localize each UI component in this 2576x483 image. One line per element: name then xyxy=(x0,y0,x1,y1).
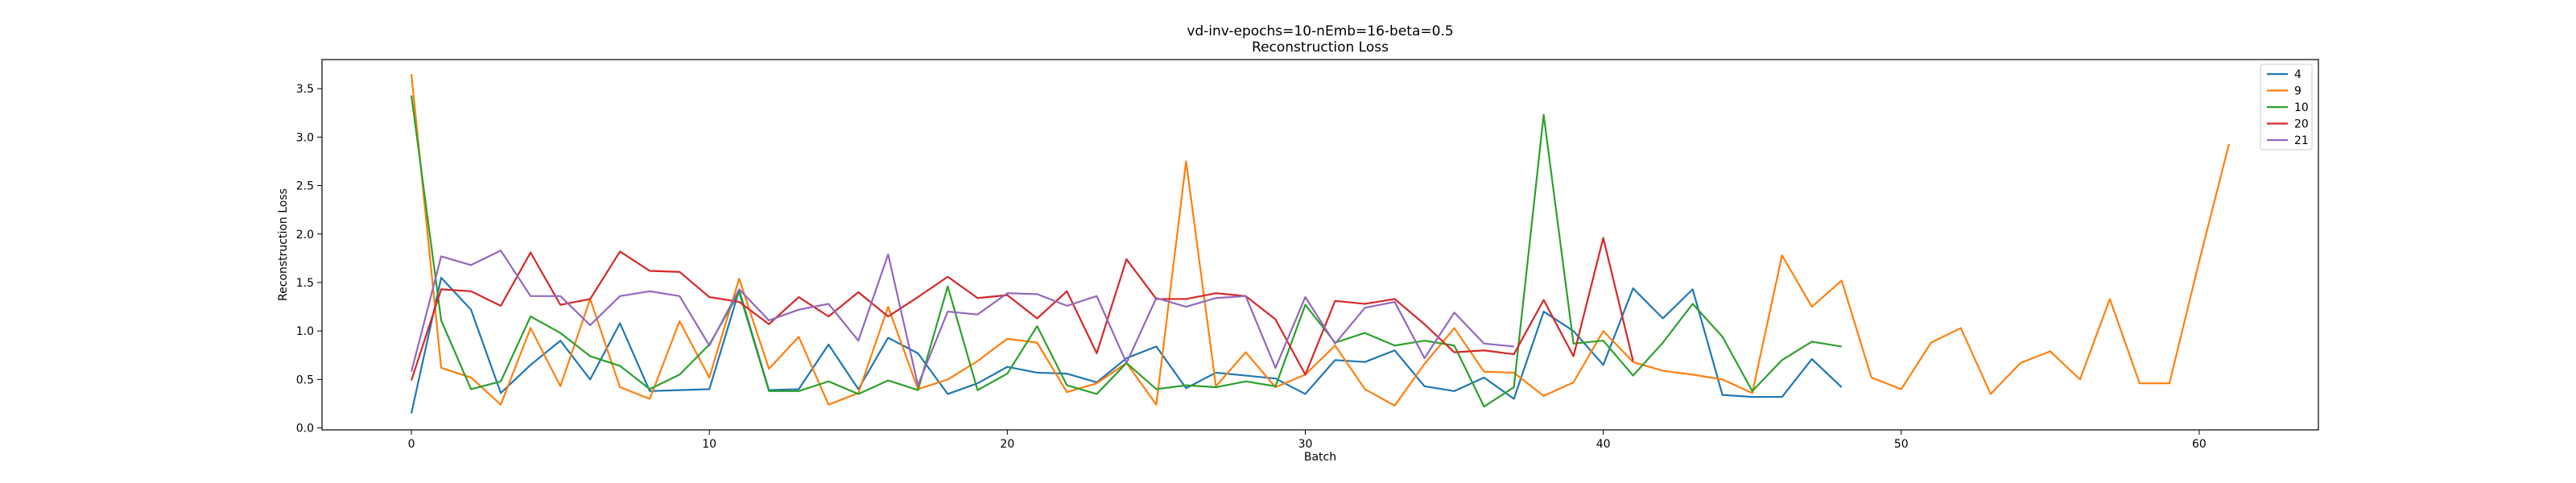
chart-title: vd-inv-epochs=10-nEmb=16-beta=0.5 xyxy=(1187,23,1453,39)
y-tick-label: 3.0 xyxy=(296,131,314,144)
y-axis: 0.0 0.5 1.0 1.5 2.0 2.5 3.0 3.5 xyxy=(296,83,322,436)
x-tick-label: 20 xyxy=(1000,438,1014,451)
y-tick-label: 2.5 xyxy=(296,180,314,193)
x-tick-label: 10 xyxy=(702,438,716,451)
x-tick-label: 60 xyxy=(2192,438,2207,451)
chart-title-group: vd-inv-epochs=10-nEmb=16-beta=0.5 Recons… xyxy=(1187,23,1453,56)
x-tick-label: 50 xyxy=(1894,438,1909,451)
series-line-4 xyxy=(410,276,1843,414)
legend-label-21: 21 xyxy=(2294,134,2309,147)
x-tick-label: 0 xyxy=(408,438,415,451)
y-tick-label: 0.0 xyxy=(296,423,314,436)
y-tick-label: 0.5 xyxy=(296,374,314,386)
chart-subtitle: Reconstruction Loss xyxy=(1252,39,1389,56)
x-axis: 0 10 20 30 40 50 60 xyxy=(408,430,2207,451)
series-line-9 xyxy=(410,73,2231,407)
legend-label-10: 10 xyxy=(2294,101,2309,114)
y-tick-label: 3.5 xyxy=(296,83,314,96)
x-axis-label: Batch xyxy=(1304,451,1336,464)
legend-label-9: 9 xyxy=(2294,85,2301,98)
series-line-21 xyxy=(410,250,1514,386)
y-tick-label: 1.0 xyxy=(296,325,314,338)
series-line-20 xyxy=(410,237,1634,381)
legend-label-4: 4 xyxy=(2294,68,2301,81)
series-line-10 xyxy=(410,95,1842,408)
x-tick-label: 40 xyxy=(1596,438,1611,451)
legend-label-20: 20 xyxy=(2294,118,2309,131)
legend: 4 9 10 20 21 xyxy=(2260,64,2313,151)
y-axis-label: Reconstruction Loss xyxy=(277,188,290,301)
y-tick-label: 1.5 xyxy=(296,277,314,290)
series-layer xyxy=(410,73,2231,414)
y-tick-label: 2.0 xyxy=(296,229,314,242)
plot-frame xyxy=(321,59,2319,431)
x-tick-label: 30 xyxy=(1298,438,1313,451)
